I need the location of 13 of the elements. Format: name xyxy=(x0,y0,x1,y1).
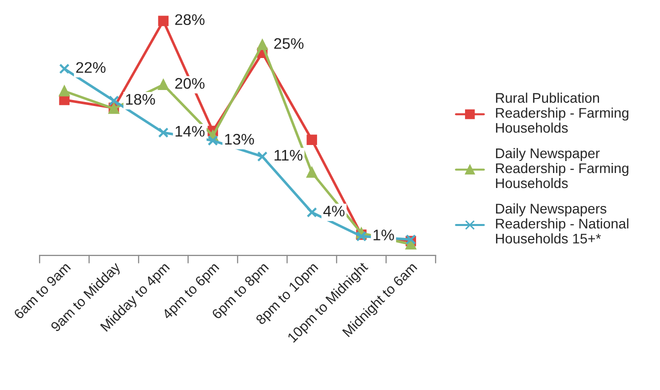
data-label: 25% xyxy=(274,38,304,49)
data-label: 14% xyxy=(176,126,204,137)
data-label: 18% xyxy=(126,94,155,105)
data-label: 28% xyxy=(175,14,204,26)
data-label: 22% xyxy=(76,62,106,73)
legend-label: Daily Newspaper Readership - Farming Households xyxy=(496,148,628,188)
data-label: 13% xyxy=(225,134,254,145)
data-label: 11% xyxy=(274,150,302,161)
data-label: 4% xyxy=(323,206,344,216)
data-label: 20% xyxy=(175,78,204,89)
legend-label: Daily Newspapers Readership - National Households 15+* xyxy=(496,203,628,244)
data-label: 1% xyxy=(374,230,394,240)
legend-label: Rural Publication Readership - Farming Households xyxy=(496,92,628,133)
